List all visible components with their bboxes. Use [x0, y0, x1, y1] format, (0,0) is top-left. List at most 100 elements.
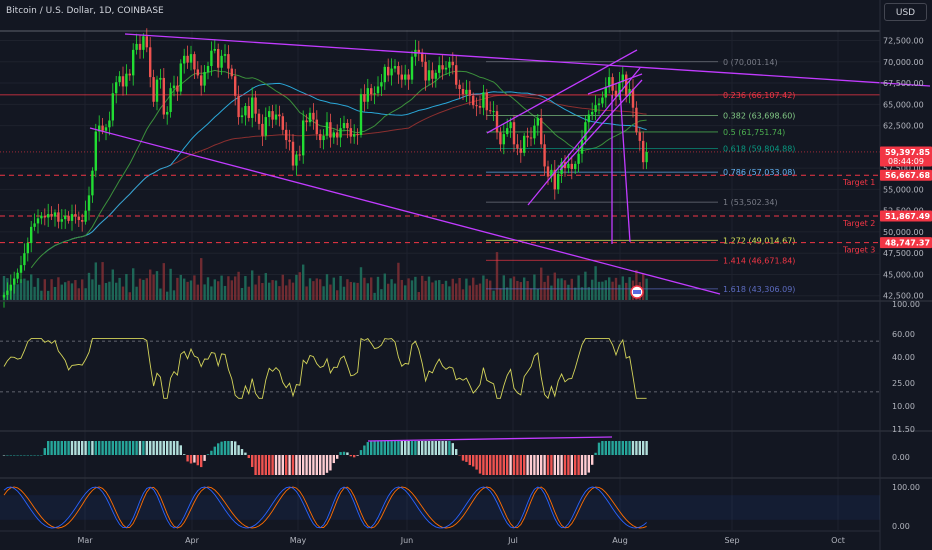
candle-body [87, 195, 91, 211]
fib-level-label: 0.786 (57,033.08) [723, 168, 795, 177]
candle-body [373, 93, 376, 95]
fib-level-label: 0.618 (59,804.88) [723, 145, 795, 154]
macd-bar [135, 441, 138, 455]
candle-body [604, 87, 607, 98]
volume-bar [94, 262, 97, 300]
candle [332, 129, 335, 144]
volume-bar [57, 277, 60, 300]
fib-level-label: 0.5 (61,751.74) [723, 128, 785, 137]
volume-bar [118, 277, 121, 300]
candle-body [230, 68, 233, 77]
candle-body [621, 74, 624, 83]
candle [482, 84, 485, 116]
volume-bar [26, 280, 29, 300]
volume-bar [261, 283, 264, 300]
candle-body [64, 215, 67, 220]
candle [393, 59, 397, 73]
candle-body [186, 55, 189, 63]
candle-body [91, 170, 94, 196]
volume-bar [206, 277, 210, 300]
volume-bar [424, 280, 427, 300]
macd-bar [278, 455, 281, 475]
candle [336, 124, 339, 146]
candle-body [104, 127, 108, 131]
macd-bar [121, 441, 125, 455]
candle-body [115, 82, 118, 94]
candle-body [172, 85, 176, 89]
macd-bar [376, 441, 380, 455]
volume-bar [584, 271, 587, 300]
candle-body [145, 36, 148, 48]
macd-bar [495, 455, 499, 475]
macd-bar [329, 455, 332, 471]
time-tick-label: Sep [724, 536, 739, 545]
volume-bar [356, 282, 359, 300]
macd-pane: 11.50 0.00 [2, 425, 915, 475]
candle-body [325, 122, 329, 136]
macd-bar [84, 441, 87, 455]
volume-bar [390, 279, 393, 300]
macd-bar [176, 441, 179, 455]
candle [162, 68, 165, 119]
candle [57, 203, 60, 229]
candle-body [162, 77, 165, 115]
volume-bar [621, 276, 624, 300]
volume-bar [77, 288, 80, 300]
volume-bar [132, 268, 135, 300]
candle-body [278, 114, 281, 117]
candle [193, 51, 196, 79]
macd-bar [322, 455, 325, 475]
macd-bar [475, 455, 478, 470]
macd-bar [302, 455, 305, 475]
candle [601, 91, 604, 108]
candle [176, 76, 179, 101]
volume-bar [533, 274, 536, 300]
candle-body [533, 125, 536, 139]
event-flag-icon [630, 285, 644, 299]
macd-bar [461, 455, 465, 461]
candle [220, 49, 223, 75]
volume-bar [611, 281, 614, 300]
targets-layer: Target 1 Target 2 Target 3 [0, 174, 880, 255]
stoch-pane: 100.00 0.00 [0, 483, 920, 531]
macd-bar [169, 441, 172, 455]
candle-body [305, 120, 308, 123]
trend-line [587, 73, 643, 95]
macd-bar [404, 441, 407, 455]
macd-bar [370, 441, 373, 455]
candle [67, 211, 70, 224]
candle-body [523, 135, 526, 153]
candle-body [285, 129, 288, 141]
currency-button[interactable]: USD [884, 3, 927, 21]
volume-bar [574, 287, 577, 300]
candle-body [274, 114, 278, 120]
candle [40, 211, 43, 225]
volume-bar [64, 282, 67, 300]
candle-body [567, 163, 570, 169]
candle [210, 41, 213, 76]
price-tick-label: 65,000.00 [883, 100, 924, 109]
rsi-tick-label: 60.00 [892, 330, 915, 339]
candle [645, 142, 648, 170]
candle-body [247, 106, 250, 118]
candle [169, 82, 172, 118]
candle-body [77, 216, 80, 221]
candle [155, 75, 159, 111]
macd-bar [125, 441, 128, 455]
candle-body [499, 132, 502, 145]
candle [455, 55, 458, 89]
candle [380, 73, 383, 97]
candle [451, 52, 454, 75]
candle-body [550, 169, 553, 177]
candle [587, 110, 590, 133]
candle-body [166, 111, 169, 115]
volume-bar [193, 275, 196, 300]
volume-bar [274, 280, 278, 300]
candle-body [111, 93, 114, 121]
macd-bar [608, 441, 611, 455]
candle-body [407, 74, 410, 80]
price-tick-label: 62,500.00 [883, 122, 924, 131]
candle-body [635, 107, 638, 133]
macd-bar [523, 455, 526, 475]
